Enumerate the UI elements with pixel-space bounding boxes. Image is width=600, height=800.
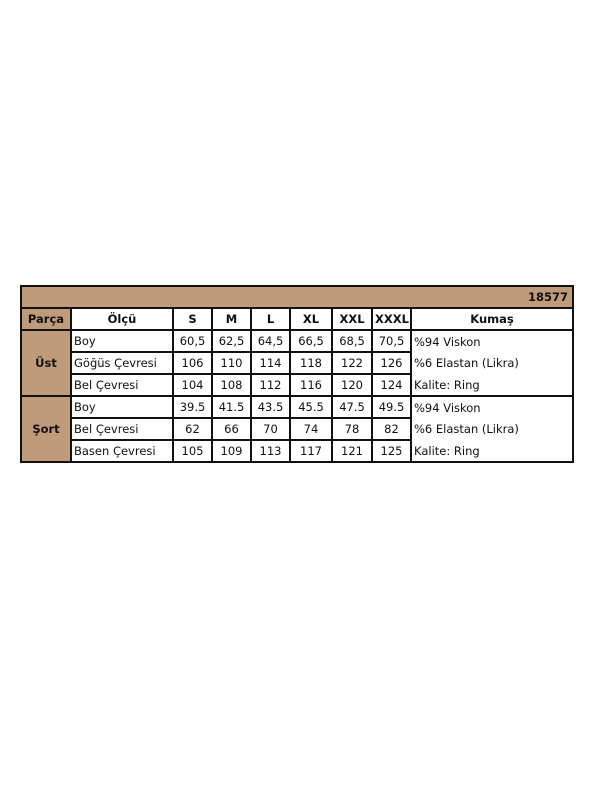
table-row: Göğüs Çevresi 106 110 114 118 122 126 %6 Elasta… (21, 351, 575, 375)
size-value-cell: 109 (211, 439, 252, 463)
size-value-cell: 66,5 (289, 329, 333, 353)
size-value-cell: 70 (250, 417, 291, 441)
size-value-cell: 118 (289, 351, 333, 375)
size-value-cell: 122 (331, 351, 373, 375)
table-row: Bel Çevresi 104 108 112 116 120 124 Kalite: Rin… (21, 373, 575, 397)
size-value-cell: 113 (250, 439, 291, 463)
size-value-cell: 110 (211, 351, 252, 375)
measure-cell: Bel Çevresi (70, 373, 174, 397)
header-measure: Ölçü (70, 307, 174, 331)
size-value-cell: 114 (250, 351, 291, 375)
size-value-cell: 60,5 (172, 329, 213, 353)
part-cell: Şort (20, 395, 72, 463)
size-value-cell: 112 (250, 373, 291, 397)
size-value-cell: 45.5 (289, 395, 333, 419)
fabric-cell: %94 Viskon (409, 395, 575, 418)
fabric-cell: Kalite: Ring (409, 440, 575, 463)
size-value-cell: 70,5 (371, 329, 412, 353)
title-row: 18577 (19, 285, 575, 309)
header-xl: XL (289, 307, 333, 331)
size-value-cell: 64,5 (250, 329, 291, 353)
part-cell: Üst (20, 329, 72, 397)
fabric-cell: %94 Viskon (409, 329, 575, 352)
header-part: Parça (20, 307, 72, 331)
header-xxxl: XXXL (371, 307, 412, 331)
measure-cell: Boy (70, 395, 174, 419)
fabric-cell: %6 Elastan (Likra) (409, 418, 575, 440)
measure-cell: Boy (70, 329, 174, 353)
table-row: Bel Çevresi 62 66 70 74 78 82 %6 Elastan (Likra… (21, 417, 575, 441)
measure-cell: Basen Çevresi (70, 439, 174, 463)
size-chart-table: 18577 Parça Ölçü S M L XL XXL XXXL Kumaş… (19, 285, 575, 463)
size-value-cell: 39.5 (172, 395, 213, 419)
measure-cell: Göğüs Çevresi (70, 351, 174, 375)
size-value-cell: 125 (371, 439, 412, 463)
fabric-cell: %6 Elastan (Likra) (409, 352, 575, 374)
header-s: S (172, 307, 213, 331)
table-row: Üst Boy 60,5 62,5 64,5 66,5 68,5 70,5 %94 Viskon (20, 329, 575, 397)
measure-cell: Bel Çevresi (70, 417, 174, 441)
size-value-cell: 47.5 (331, 395, 373, 419)
size-value-cell: 121 (331, 439, 373, 463)
size-value-cell: 116 (289, 373, 333, 397)
size-value-cell: 106 (172, 351, 213, 375)
header-m: M (211, 307, 252, 331)
size-value-cell: 43.5 (250, 395, 291, 419)
product-code: 18577 (19, 285, 575, 309)
size-value-cell: 68,5 (331, 329, 373, 353)
size-value-cell: 62,5 (211, 329, 252, 353)
header-row: Parça Ölçü S M L XL XXL XXXL Kumaş (20, 307, 575, 331)
size-value-cell: 78 (331, 417, 373, 441)
size-value-cell: 74 (289, 417, 333, 441)
size-value-cell: 126 (371, 351, 412, 375)
size-value-cell: 49.5 (371, 395, 412, 419)
size-value-cell: 120 (331, 373, 373, 397)
fabric-cell: Kalite: Ring (409, 374, 575, 397)
header-xxl: XXL (331, 307, 373, 331)
size-value-cell: 124 (371, 373, 412, 397)
size-value-cell: 104 (172, 373, 213, 397)
header-fabric: Kumaş (409, 307, 575, 331)
size-value-cell: 117 (289, 439, 333, 463)
size-value-cell: 41.5 (211, 395, 252, 419)
size-value-cell: 66 (211, 417, 252, 441)
size-value-cell: 82 (371, 417, 412, 441)
size-value-cell: 105 (172, 439, 213, 463)
size-value-cell: 62 (172, 417, 213, 441)
size-value-cell: 108 (211, 373, 252, 397)
table-row: Şort Boy 39.5 41.5 43.5 45.5 47.5 49.5 %94 Visko… (20, 395, 575, 463)
table-row: Basen Çevresi 105 109 113 117 121 125 Kalite: R… (21, 439, 575, 463)
header-l: L (250, 307, 291, 331)
